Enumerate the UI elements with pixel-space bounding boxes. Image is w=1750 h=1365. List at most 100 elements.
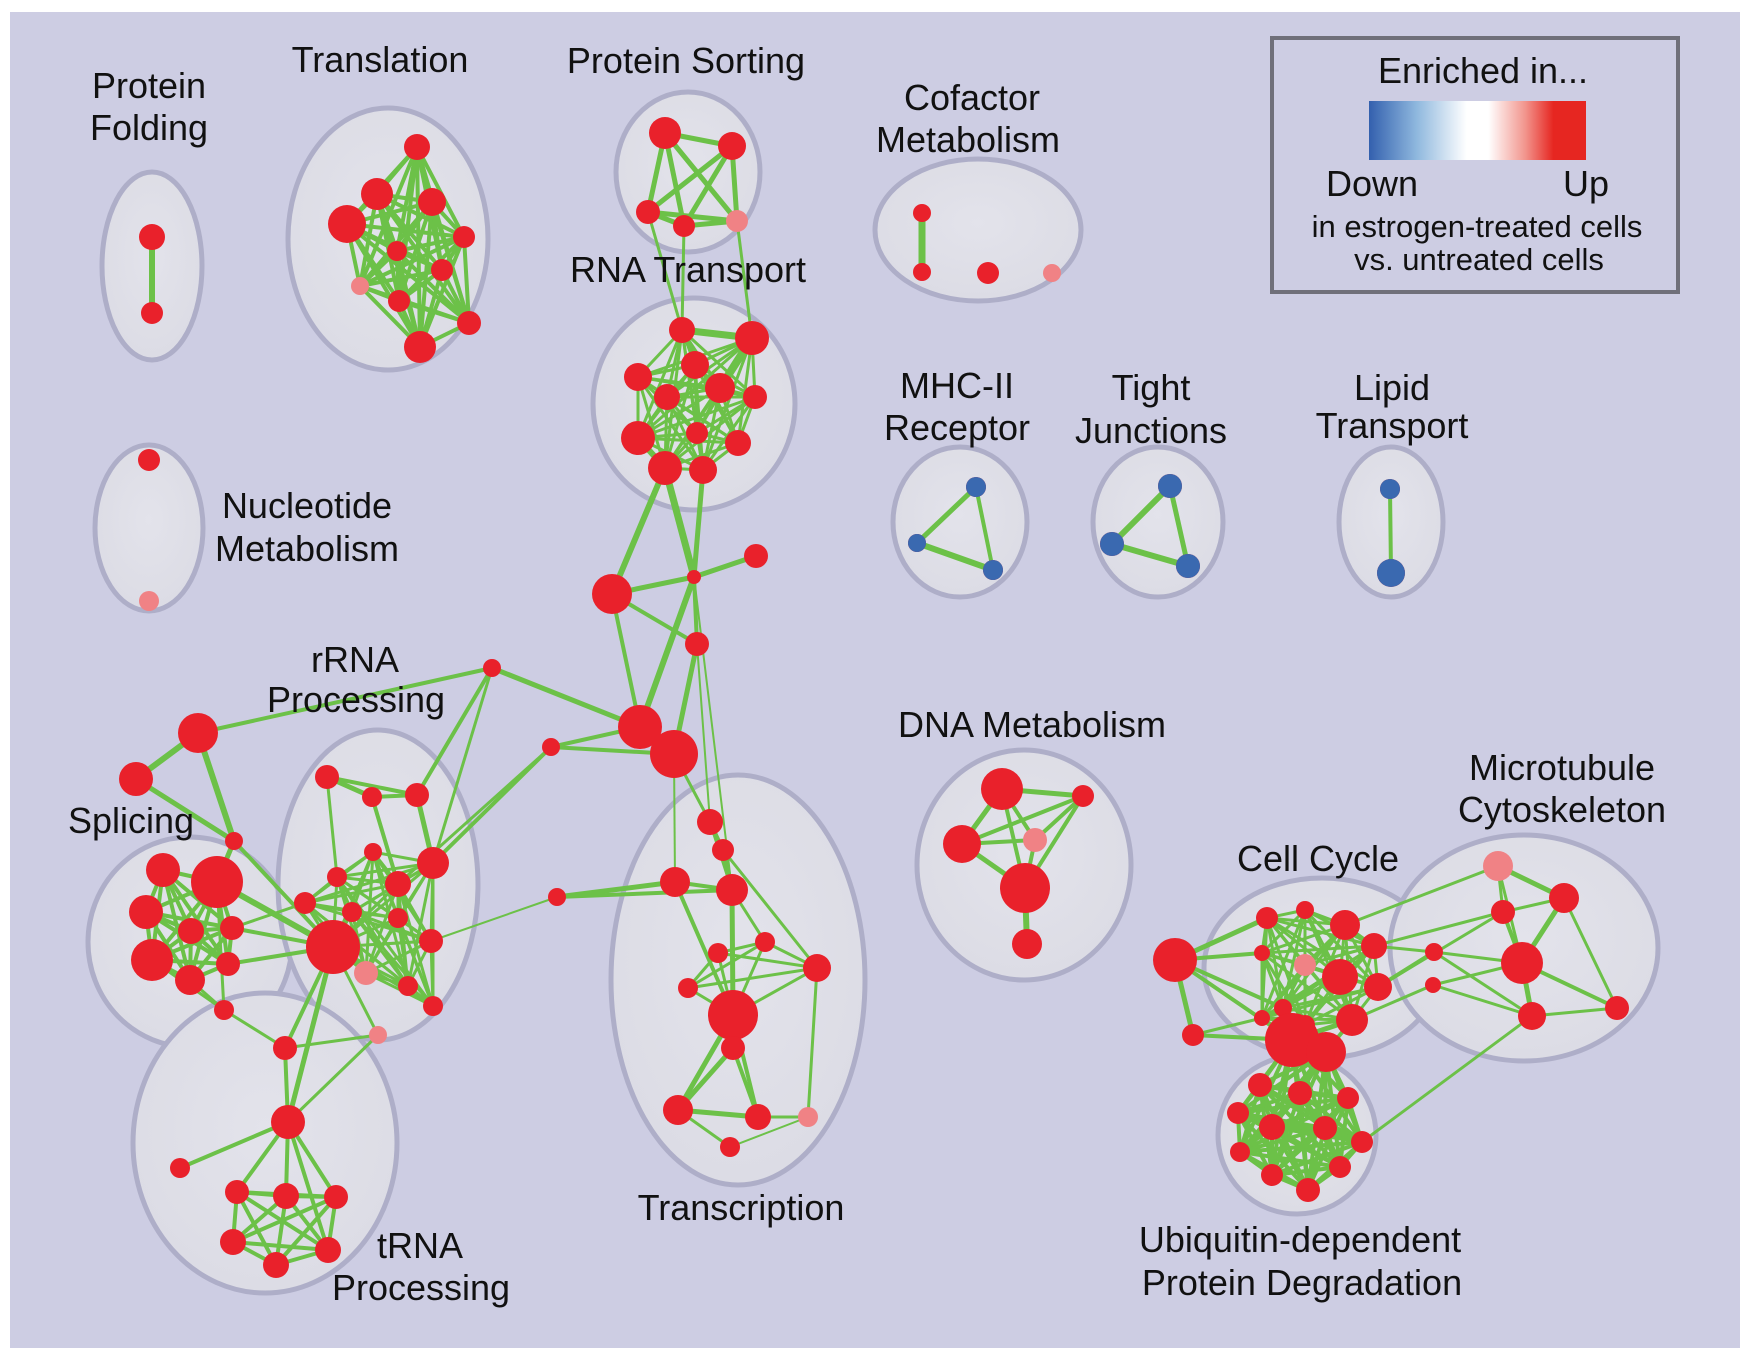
gene-set-node-rr9 bbox=[342, 902, 362, 922]
gene-set-node-ccL bbox=[1153, 938, 1197, 982]
edge bbox=[729, 1116, 809, 1148]
gene-set-node-u6 bbox=[1313, 1116, 1337, 1140]
gene-set-node-mt4 bbox=[1605, 996, 1629, 1020]
gene-set-node-lt1 bbox=[1380, 479, 1400, 499]
gene-set-node-tc14 bbox=[720, 1137, 740, 1157]
edge bbox=[661, 464, 698, 581]
edge bbox=[1270, 1165, 1342, 1177]
gene-set-node-rr10 bbox=[388, 908, 408, 928]
gene-set-node-pfB bbox=[141, 302, 163, 324]
cluster-label-translation-line0: Translation bbox=[292, 39, 469, 80]
edge bbox=[646, 210, 684, 332]
gene-set-node-pfA bbox=[139, 224, 165, 250]
edge bbox=[701, 336, 754, 472]
gene-set-node-tn5 bbox=[315, 1237, 341, 1263]
edge bbox=[1236, 1096, 1350, 1115]
edge bbox=[283, 1033, 380, 1050]
gene-set-node-rr11 bbox=[419, 929, 443, 953]
edge bbox=[1372, 910, 1505, 948]
cluster-label-microtubule-cytoskeleton-line1: Cytoskeleton bbox=[1458, 789, 1666, 830]
gene-set-node-tc4 bbox=[716, 874, 748, 906]
edge bbox=[1343, 864, 1500, 927]
edge bbox=[1238, 1126, 1327, 1154]
gene-set-node-p2 bbox=[718, 132, 746, 160]
gene-set-node-rr4 bbox=[364, 843, 382, 861]
gene-set-node-mt1 bbox=[1549, 883, 1579, 913]
gene-set-node-c3 bbox=[977, 262, 999, 284]
gene-set-node-rr3 bbox=[405, 783, 429, 807]
legend: Enriched in... Down Up in estrogen-treated … bbox=[1270, 36, 1680, 294]
gene-set-node-tc10 bbox=[721, 1036, 745, 1060]
edge bbox=[735, 219, 754, 340]
gene-set-node-tc1 bbox=[697, 809, 723, 835]
edge bbox=[196, 666, 494, 735]
legend-gradient-bar bbox=[1369, 101, 1586, 160]
gene-set-node-sp7 bbox=[175, 965, 205, 995]
gene-set-node-cc5 bbox=[1254, 945, 1270, 961]
gene-set-node-cc3 bbox=[1330, 910, 1360, 940]
gene-set-node-u11 bbox=[1296, 1178, 1320, 1202]
gene-set-node-t6 bbox=[387, 241, 407, 261]
edge bbox=[370, 795, 400, 886]
gene-set-node-lt2 bbox=[1377, 559, 1405, 587]
edge bbox=[396, 916, 410, 988]
gene-set-node-sp5 bbox=[220, 916, 244, 940]
gene-set-node-tnH bbox=[271, 1105, 305, 1139]
gene-set-node-tc2 bbox=[712, 839, 734, 861]
edge bbox=[231, 1195, 338, 1244]
edge bbox=[430, 896, 558, 942]
edge bbox=[303, 882, 400, 905]
gene-set-node-mt2 bbox=[1491, 900, 1515, 924]
gene-set-node-t8 bbox=[351, 277, 369, 295]
cluster-label-ubiquitin-degradation-line1: Protein Degradation bbox=[1142, 1262, 1462, 1303]
edge bbox=[230, 901, 307, 930]
edge bbox=[914, 540, 996, 573]
edge bbox=[1109, 541, 1191, 569]
gene-set-node-rr16 bbox=[369, 1026, 387, 1044]
edge bbox=[1432, 950, 1534, 1018]
edge bbox=[662, 130, 740, 224]
gene-set-node-tn6 bbox=[263, 1252, 289, 1278]
gene-set-node-sp4 bbox=[178, 918, 204, 944]
gene-set-node-rr13 bbox=[398, 976, 418, 996]
gene-set-node-cn2 bbox=[744, 544, 768, 568]
edge bbox=[680, 328, 757, 399]
edge bbox=[974, 485, 995, 572]
edge bbox=[663, 395, 757, 470]
gene-set-node-cc14 bbox=[1182, 1024, 1204, 1046]
gene-set-node-rr15 bbox=[423, 996, 443, 1016]
edge bbox=[303, 861, 435, 905]
edge bbox=[636, 375, 757, 399]
edge bbox=[1191, 1016, 1264, 1037]
gene-set-node-sp3 bbox=[129, 895, 163, 929]
cluster-label-rrna-processing-line0: rRNA bbox=[311, 639, 399, 680]
edge bbox=[364, 939, 433, 975]
edge bbox=[286, 1120, 330, 1252]
gene-set-node-hb2 bbox=[650, 730, 698, 778]
cluster-label-trna-processing-line0: tRNA bbox=[377, 1225, 463, 1266]
gene-set-nodes bbox=[119, 117, 1629, 1278]
cluster-label-tight-junctions-line1: Junctions bbox=[1075, 410, 1227, 451]
edge bbox=[286, 1033, 380, 1124]
gene-set-node-u4 bbox=[1227, 1102, 1249, 1124]
gene-set-node-t2 bbox=[361, 178, 393, 210]
gene-set-node-tn3 bbox=[324, 1185, 348, 1209]
edge bbox=[960, 794, 1085, 846]
gene-set-node-rr2 bbox=[362, 787, 382, 807]
gene-set-node-t9 bbox=[388, 290, 410, 312]
gene-set-node-sp9 bbox=[214, 1000, 234, 1020]
gene-set-node-hb1 bbox=[618, 705, 662, 749]
gene-set-node-tn1 bbox=[225, 1180, 249, 1204]
gene-set-node-d5 bbox=[1000, 863, 1050, 913]
gene-set-node-j1 bbox=[483, 659, 501, 677]
gene-set-node-rr8 bbox=[294, 892, 316, 914]
gene-set-node-tn2 bbox=[273, 1183, 299, 1209]
gene-set-node-tc3 bbox=[660, 867, 690, 897]
gene-set-node-rt9 bbox=[621, 421, 655, 455]
edge bbox=[721, 848, 819, 970]
edge bbox=[636, 375, 705, 472]
gene-set-node-cn4 bbox=[685, 632, 709, 656]
cluster-label-cell-cycle-line0: Cell Cycle bbox=[1237, 838, 1399, 879]
